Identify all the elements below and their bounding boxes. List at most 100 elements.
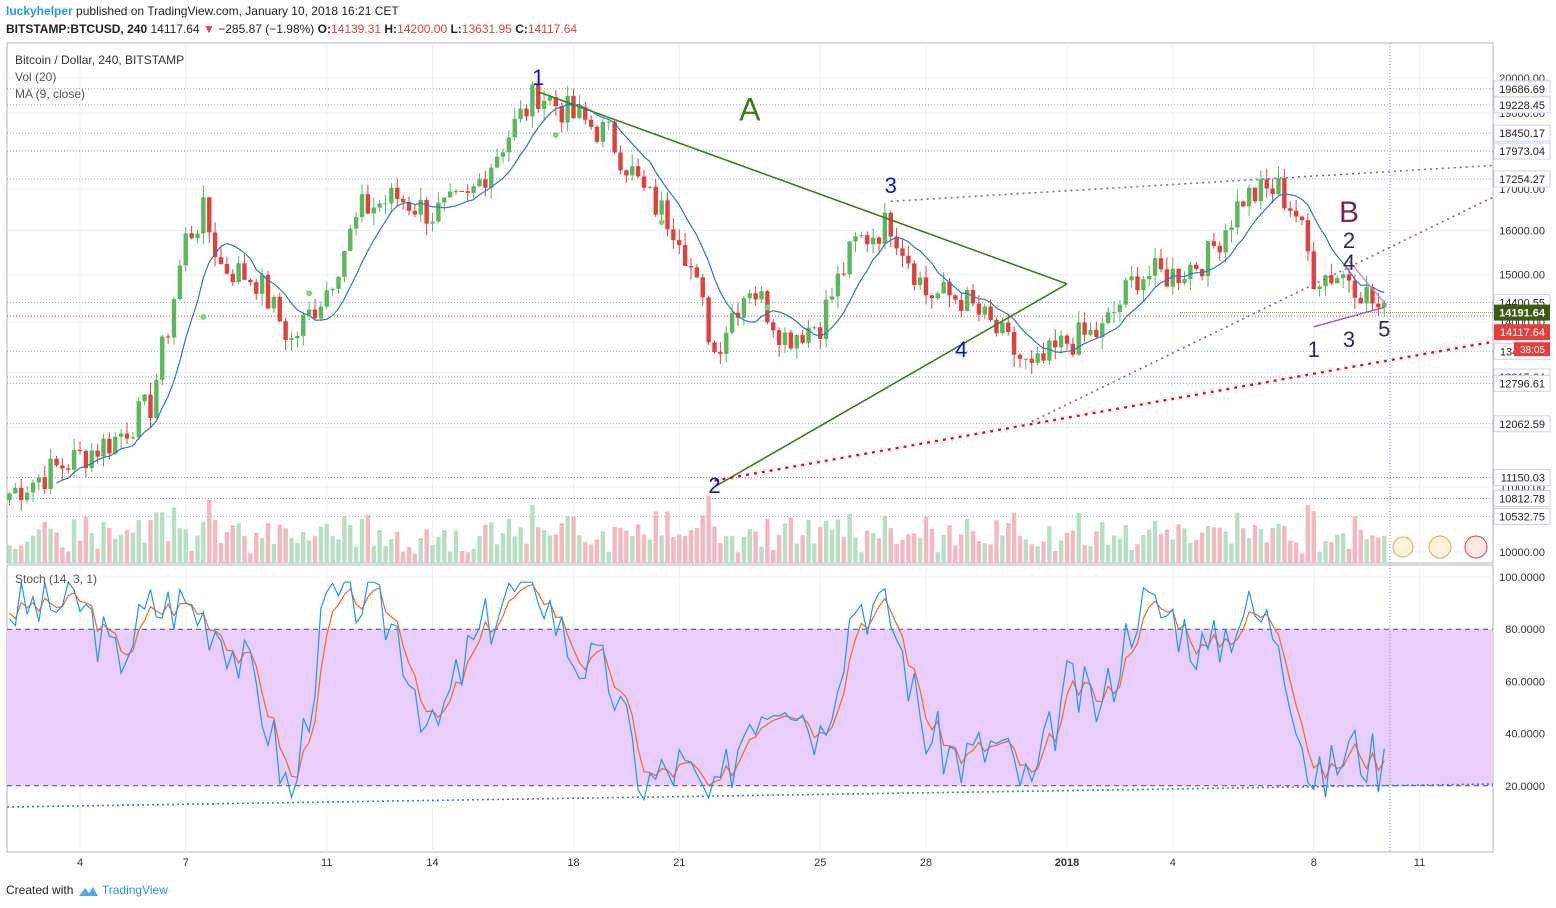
volume-bar [630, 535, 635, 563]
chart-canvas[interactable]: 471114182125282018481110000.0011000.0012… [0, 40, 1556, 880]
triangle-lower-line[interactable] [714, 283, 1068, 488]
candle-body [1241, 201, 1246, 207]
volume-bar [635, 524, 641, 563]
volume-bar [753, 531, 758, 563]
candle-body [1346, 274, 1352, 281]
volume-bar [724, 536, 729, 563]
event-flag-icon[interactable] [1392, 536, 1414, 558]
candle-body [1011, 332, 1017, 355]
candle-body [988, 306, 993, 320]
volume-bar [771, 549, 776, 563]
price-tag-label: 14117.64 [1500, 327, 1545, 339]
volume-bar [988, 544, 993, 563]
candle-body [318, 306, 324, 319]
volume-bar [1317, 551, 1322, 563]
volume-bar [142, 542, 147, 563]
volume-bar [154, 512, 159, 563]
candle-body [389, 187, 394, 204]
volume-bar [847, 513, 852, 563]
volume-bar [571, 516, 576, 563]
candle-body [1229, 227, 1234, 231]
volume-bar [677, 534, 682, 563]
candle-body [371, 207, 376, 214]
candle-body [248, 279, 253, 283]
candle-body [876, 237, 882, 244]
candle-body [1070, 343, 1076, 355]
volume-bar [1188, 542, 1193, 563]
candle-body [1170, 268, 1175, 287]
candle-body [853, 236, 858, 242]
drawings[interactable] [200, 91, 1494, 488]
volume-bar [89, 533, 94, 563]
wedge-upper-line[interactable] [1348, 260, 1385, 304]
volume-bar [330, 536, 335, 563]
candle-body [741, 298, 747, 318]
volume-bar [42, 522, 47, 563]
stoch-d-line [9, 583, 1385, 787]
candles [7, 80, 1387, 511]
candle-body [1147, 275, 1152, 280]
candle-body [95, 450, 100, 457]
candle-body [406, 202, 412, 211]
price-level-tag [1493, 508, 1551, 526]
wave-label: 3 [1343, 327, 1355, 352]
volume-bar [618, 527, 623, 563]
candle-body [1041, 353, 1046, 361]
candle-body [1188, 264, 1193, 280]
x-tick-label: 28 [920, 857, 932, 869]
candle-body [935, 293, 940, 299]
volume-bar [641, 534, 647, 563]
candle-body [1329, 275, 1334, 284]
support-trend-line[interactable] [714, 340, 1494, 482]
volume-bar [1170, 539, 1175, 563]
event-icons[interactable] [1392, 535, 1488, 559]
y-tick-label: 80.0000 [1505, 624, 1545, 636]
resistance-trend-line[interactable] [890, 164, 1493, 203]
publisher-name[interactable]: luckyhelper [6, 4, 73, 18]
wedge-lower-line[interactable] [1313, 306, 1385, 328]
volume-bar [970, 530, 976, 563]
volume-bar [624, 530, 629, 563]
candle-body [13, 487, 18, 494]
candle-body [818, 327, 823, 339]
symbol-label: BITSTAMP:BTCUSD, 240 [6, 22, 148, 36]
event-flag-icon[interactable] [1428, 535, 1452, 559]
event-flag-icon[interactable] [1464, 535, 1488, 559]
volume-bar [254, 532, 259, 563]
volume-bar [776, 534, 782, 563]
x-tick-label: 2018 [1055, 857, 1079, 869]
candle-body [42, 477, 47, 490]
candle-body [1223, 230, 1228, 253]
candle-body [477, 179, 482, 187]
wave-label: A [739, 91, 761, 127]
signal-dot [306, 290, 313, 297]
volume-bar [1006, 522, 1011, 563]
candle-body [635, 166, 641, 177]
candle-body [353, 217, 359, 229]
candle-body [1164, 269, 1170, 287]
candle-body [489, 167, 494, 188]
volume-bar [594, 539, 600, 563]
candle-body [54, 458, 59, 466]
candle-body [1335, 278, 1340, 284]
candle-body [1282, 177, 1287, 209]
volume-bar [524, 543, 529, 563]
brand-link[interactable]: TradingView [101, 883, 168, 897]
triangle-upper-line[interactable] [537, 91, 1068, 285]
footer: Created with TradingView [6, 883, 168, 897]
volume-bar [976, 541, 982, 563]
volume-bar [124, 530, 130, 563]
volume-bar [1029, 544, 1034, 563]
volume-bar [1094, 531, 1099, 563]
close-label: C: [515, 22, 528, 36]
volume-bar [1023, 539, 1029, 563]
volume-bar [1047, 526, 1052, 563]
candle-body [959, 299, 964, 312]
volume-bar [506, 518, 512, 563]
volume-bar [1035, 546, 1040, 563]
volume-bar [95, 548, 100, 563]
candle-body [254, 282, 259, 294]
channel-trend-line[interactable] [1031, 196, 1493, 423]
volume-bar [865, 530, 870, 563]
candle-body [964, 289, 970, 312]
